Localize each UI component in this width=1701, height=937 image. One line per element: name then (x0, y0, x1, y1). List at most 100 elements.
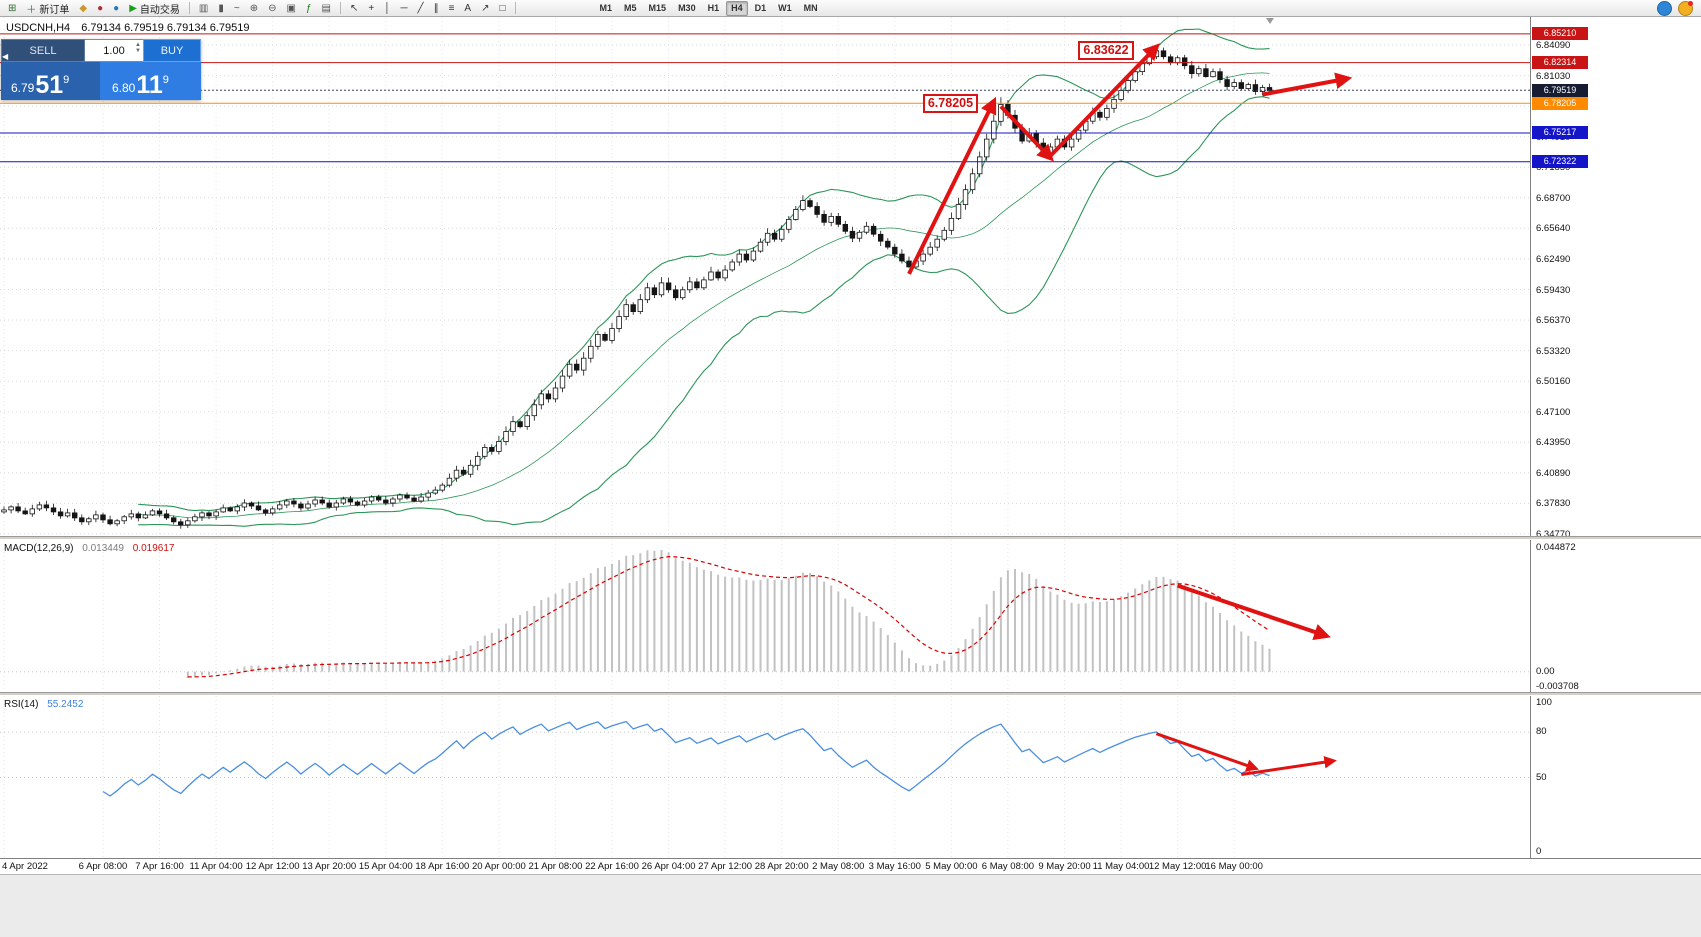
trendline-icon: ╱ (417, 2, 424, 14)
zoom-out-icon: ⊖ (268, 2, 277, 14)
price-line-tag[interactable]: 6.72322 (1532, 155, 1588, 169)
price-annotation[interactable]: 6.83622 (1078, 40, 1134, 60)
macd-axis-max: 0.044872 (1536, 542, 1576, 553)
timeframe-m5[interactable]: M5 (624, 3, 637, 13)
timeframe-mn[interactable]: MN (803, 3, 818, 13)
chart-symbol-timeframe: USDCNH,H4 (6, 22, 71, 34)
rsi-value: 55.2452 (47, 699, 84, 710)
timeframe-h4[interactable]: H4 (726, 0, 748, 16)
zoom-in-icon[interactable]: ⊕ (246, 0, 262, 16)
time-axis-label: 18 Apr 16:00 (415, 861, 470, 872)
arrows-icon[interactable]: ↗ (477, 0, 493, 16)
indicators-icon[interactable]: ƒ (302, 0, 316, 16)
horizontal-lines[interactable] (0, 33, 1530, 163)
line-chart-icon[interactable]: ~ (230, 0, 244, 16)
bid-price[interactable]: 6.79 51 9 (1, 62, 100, 100)
timeframe-m15[interactable]: M15 (648, 3, 667, 13)
time-axis-label: 13 Apr 20:00 (302, 861, 357, 872)
buy-button[interactable]: BUY (143, 39, 201, 62)
timeframe-m1[interactable]: M1 (599, 3, 613, 13)
time-axis-label: 2 May 08:00 (812, 861, 865, 872)
price-axis-label: 6.84090 (1536, 40, 1571, 51)
window-background (0, 874, 1701, 937)
zoom-out-icon[interactable]: ⊖ (264, 0, 280, 16)
trade-panel-collapse-icon[interactable]: ◀ (2, 52, 9, 61)
trend-arrow[interactable] (1241, 755, 1337, 776)
new-order-button[interactable]: ＋新订单 (22, 0, 73, 16)
bid-pip: 9 (63, 74, 70, 86)
price-axis-label: 6.65640 (1536, 223, 1571, 235)
main-chart-panel[interactable]: USDCNH,H4 6.79134 6.79519 6.79134 6.7951… (0, 17, 1530, 536)
price-line-tag[interactable]: 6.82314 (1532, 56, 1588, 70)
macd-signal-value: 0.019617 (132, 543, 175, 554)
rsi-axis-min: 0 (1536, 846, 1542, 857)
profiles-icon[interactable]: ◆ (75, 0, 91, 16)
price-axis-label: 6.62490 (1536, 253, 1571, 265)
new-chart-icon[interactable]: ⊞ (4, 0, 20, 16)
time-axis-label: 11 Apr 04:00 (189, 861, 243, 872)
price-axis[interactable]: 6.840906.810306.779706.749106.718506.687… (1530, 17, 1701, 874)
time-axis-label: 12 May 12:00 (1148, 861, 1207, 872)
market-icon[interactable] (1678, 0, 1693, 16)
candlestick-chart[interactable] (0, 17, 1530, 536)
trend-arrow[interactable] (1155, 732, 1259, 772)
web-terminal-icon[interactable]: ● (109, 0, 123, 16)
chart-title: USDCNH,H4 6.79134 6.79519 6.79134 6.7951… (6, 22, 249, 34)
fibonacci-icon: ≡ (448, 2, 455, 14)
price-axis-label: 6.37830 (1536, 498, 1571, 510)
alerts-icon[interactable]: ● (93, 0, 107, 16)
rsi-level-label: 80 (1536, 726, 1547, 738)
fibonacci-icon[interactable]: ≡ (445, 0, 459, 16)
ask-price[interactable]: 6.80 11 9 (100, 62, 201, 100)
channel-icon[interactable]: ∥ (430, 0, 443, 16)
macd-main-value: 0.013449 (82, 543, 124, 554)
price-line-tag[interactable]: 6.79519 (1532, 83, 1588, 97)
auto-trading-button[interactable]: ▶ 自动交易 (125, 0, 184, 16)
bid-main: 51 (35, 71, 64, 99)
chart-shift-marker[interactable] (1265, 18, 1274, 24)
cursor-icon: ↖ (349, 2, 359, 14)
grid (0, 17, 1530, 536)
time-axis-label: 22 Apr 16:00 (585, 861, 639, 872)
bar-chart-icon[interactable]: ▥ (195, 0, 212, 16)
crosshair-icon[interactable]: + (364, 0, 378, 16)
price-line-tag[interactable]: 6.85210 (1532, 27, 1588, 41)
timeframe-m30[interactable]: M30 (678, 3, 696, 13)
volume-spinner[interactable]: ▲ ▼ (135, 42, 141, 54)
macd-panel[interactable]: MACD(12,26,9) 0.013449 0.019617 (0, 540, 1530, 692)
panel-separator[interactable] (0, 692, 1701, 696)
text-icon[interactable]: A (460, 0, 475, 16)
vertical-line-icon[interactable]: │ (380, 0, 394, 16)
price-axis-label: 6.68700 (1536, 192, 1571, 204)
tile-windows-icon[interactable]: ▣ (282, 0, 299, 16)
toolbar-separator (514, 2, 516, 14)
trend-arrows[interactable] (907, 43, 1353, 275)
shapes-icon[interactable]: □ (495, 0, 509, 16)
timeframe-d1[interactable]: D1 (754, 3, 767, 13)
profiles-icon: ◆ (79, 2, 88, 14)
panel-separator[interactable] (0, 536, 1701, 540)
timeframe-h1[interactable]: H1 (707, 3, 720, 13)
templates-icon[interactable]: ▤ (318, 0, 335, 16)
horizontal-line-icon[interactable]: ─ (396, 0, 411, 16)
price-line-tag[interactable]: 6.78205 (1532, 96, 1588, 110)
timeframe-buttons: M1 M5 M15 M30 H1 H4 D1 W1 MN (590, 0, 828, 16)
timeframe-w1[interactable]: W1 (778, 3, 792, 13)
trend-arrow[interactable] (1176, 583, 1331, 640)
price-annotation[interactable]: 6.78205 (922, 94, 979, 114)
candlestick-chart-icon[interactable]: ▮ (214, 0, 228, 16)
rsi-panel[interactable]: RSI(14) 55.2452 (0, 696, 1530, 858)
price-axis-label: 6.81030 (1536, 70, 1571, 82)
cursor-icon[interactable]: ↖ (346, 0, 362, 16)
community-icon[interactable] (1657, 0, 1672, 16)
channel-icon: ∥ (433, 2, 439, 14)
volume-input[interactable]: 1.00 ▲ ▼ (85, 39, 143, 62)
chart-ohlc-values: 6.79134 6.79519 6.79134 6.79519 (81, 22, 250, 34)
time-axis[interactable]: 4 Apr 2022 6 Apr 08:00 7 Apr 16:00 11 Apr 0… (0, 858, 1701, 874)
sell-button[interactable]: SELL (1, 39, 85, 62)
time-axis-label: 6 Apr 08:00 (78, 861, 128, 872)
price-line-tag[interactable]: 6.75217 (1532, 126, 1588, 140)
trendline-icon[interactable]: ╱ (414, 0, 428, 16)
volume-value: 1.00 (103, 44, 125, 57)
